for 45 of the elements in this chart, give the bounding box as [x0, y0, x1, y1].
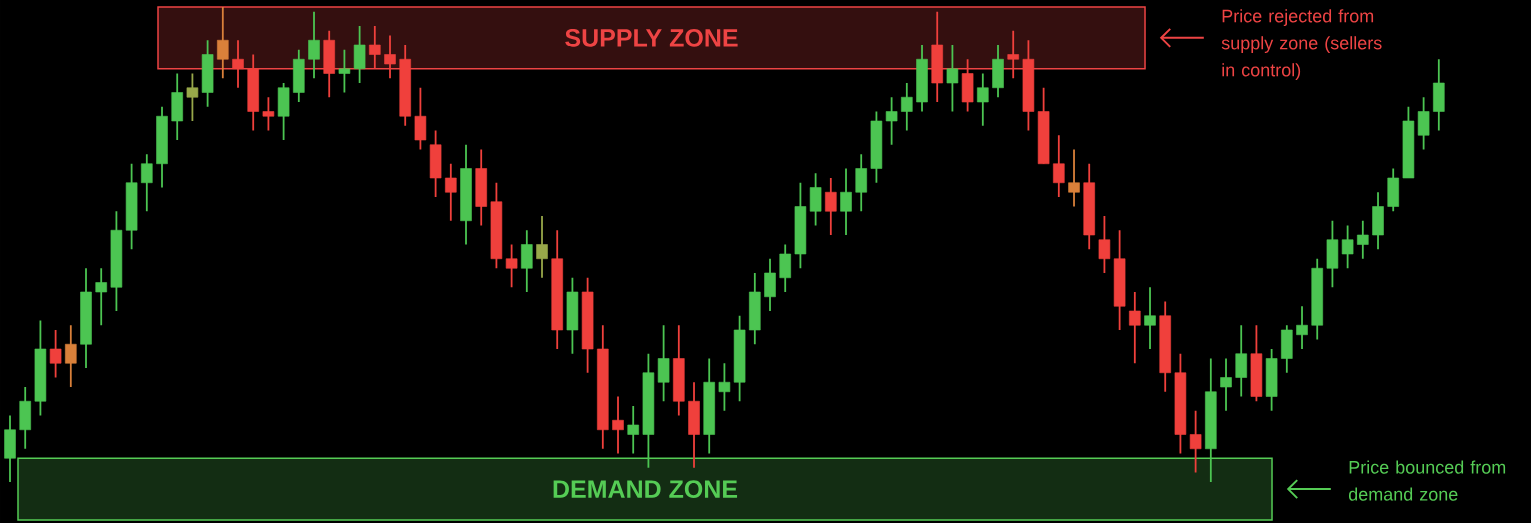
candlestick — [1053, 134, 1065, 198]
candlestick — [901, 82, 913, 132]
candlestick — [1144, 286, 1156, 350]
candlestick — [536, 215, 548, 279]
candlestick — [627, 405, 639, 455]
candlestick — [1189, 409, 1202, 474]
candlestick — [946, 44, 959, 113]
candlestick — [825, 177, 837, 236]
candlestick — [1098, 215, 1111, 274]
candlestick — [1296, 305, 1308, 350]
candlestick — [65, 324, 77, 388]
candlestick — [1220, 357, 1232, 412]
candlestick — [95, 267, 107, 327]
band-label: DEMAND ZONE — [553, 480, 738, 498]
candlestick — [49, 329, 62, 379]
candlestick — [414, 86, 427, 151]
candlestick — [885, 96, 898, 146]
band-label: SUPPLY ZONE — [565, 29, 738, 47]
annotation: Price rejected from supply zone (sellers in control) — [1221, 9, 1382, 80]
candlestick — [445, 162, 457, 222]
candlestick — [855, 153, 867, 213]
candlestick — [718, 362, 731, 412]
candlestick — [186, 72, 199, 122]
candlestick — [764, 257, 776, 312]
candlestick — [1341, 224, 1354, 270]
candlestick — [1068, 148, 1080, 208]
candlestick — [779, 243, 791, 293]
candlestick — [1417, 96, 1430, 151]
candlestick — [521, 229, 533, 293]
candlestick — [612, 395, 624, 455]
candlestick — [1129, 291, 1141, 365]
candlestick — [338, 48, 351, 94]
candlestick — [141, 153, 153, 213]
candlestick — [217, 6, 229, 80]
candlestick — [977, 72, 989, 127]
candlestick — [308, 10, 320, 80]
candlestick — [505, 243, 518, 289]
candlestick — [657, 324, 670, 403]
annotation: Price bounced from demand zone — [1348, 460, 1506, 501]
candlestick — [1235, 324, 1247, 398]
candlestick — [1357, 219, 1369, 260]
candlestick — [840, 167, 852, 236]
candlestick — [262, 96, 275, 132]
candlestick — [809, 172, 822, 227]
candlestick — [353, 25, 366, 84]
